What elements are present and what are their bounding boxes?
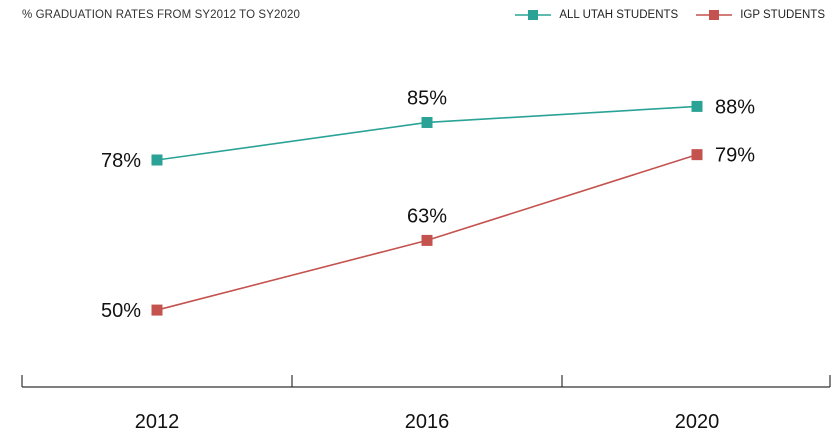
- legend-swatch-igp: [696, 10, 733, 20]
- legend-swatch-all-utah: [515, 10, 552, 20]
- data-point-all-utah-students-2016: [421, 116, 433, 128]
- data-label-all-utah-students-2012: 78%: [101, 150, 141, 172]
- legend: ALL UTAH STUDENTS IGP STUDENTS: [515, 8, 825, 22]
- x-tick-label-2016: 2016: [405, 411, 450, 433]
- chart-title: % GRADUATION RATES FROM SY2012 TO SY2020: [22, 9, 300, 21]
- legend-item-igp: IGP STUDENTS: [696, 8, 825, 22]
- data-point-igp-students-2012: [151, 304, 163, 316]
- data-point-igp-students-2016: [421, 234, 433, 246]
- data-point-all-utah-students-2012: [151, 154, 163, 166]
- x-tick-label-2020: 2020: [675, 411, 720, 433]
- legend-item-all-utah: ALL UTAH STUDENTS: [515, 8, 678, 22]
- data-label-igp-students-2012: 50%: [101, 300, 141, 322]
- data-label-all-utah-students-2020: 88%: [715, 96, 755, 118]
- data-label-igp-students-2020: 79%: [715, 145, 755, 167]
- data-label-all-utah-students-2016: 85%: [407, 87, 447, 109]
- series-line-all-utah-students: [156, 105, 698, 161]
- data-point-igp-students-2020: [691, 149, 703, 161]
- x-axis: 2012 2016 2020: [21, 375, 831, 433]
- x-tick-label-2012: 2012: [135, 411, 180, 433]
- series-layer: 78% 85% 88% 50% 63% 79%: [101, 87, 755, 322]
- legend-label-igp: IGP STUDENTS: [740, 9, 825, 21]
- legend-label-all-utah: ALL UTAH STUDENTS: [559, 9, 679, 21]
- data-label-igp-students-2016: 63%: [407, 205, 447, 227]
- data-point-all-utah-students-2020: [691, 100, 703, 112]
- series-line-igp-students: [156, 153, 698, 311]
